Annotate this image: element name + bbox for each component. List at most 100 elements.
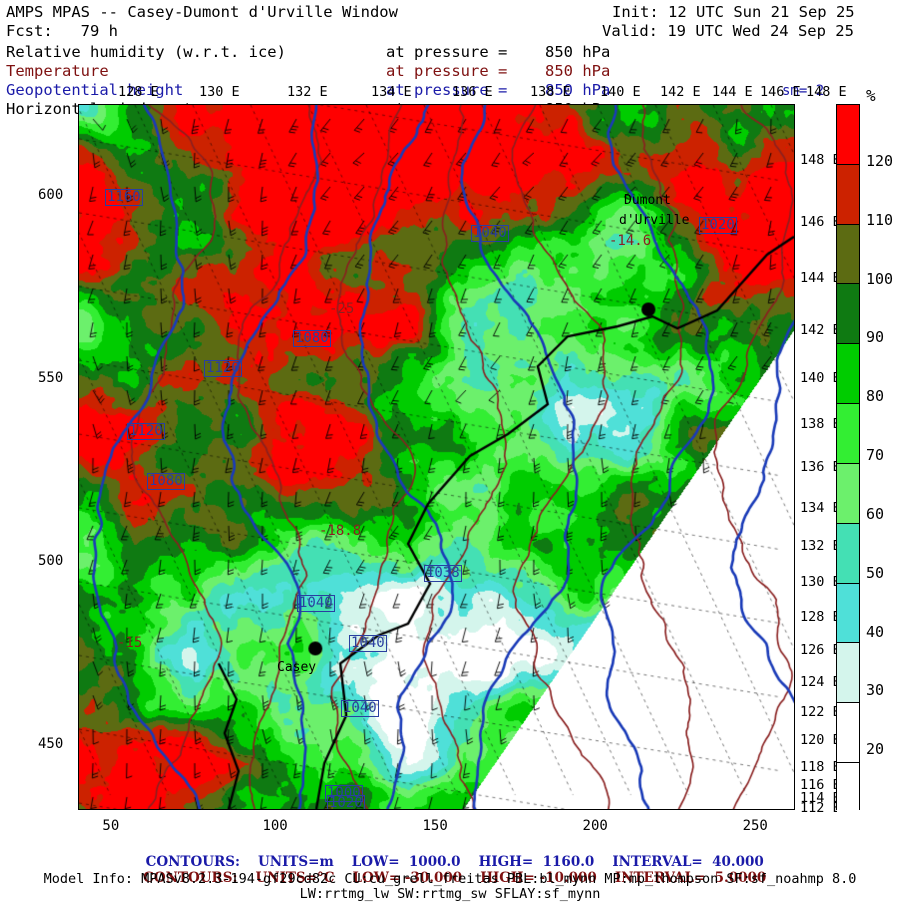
y-right-tick-label: 132 E: [800, 538, 841, 554]
colorbar-unit-label: %: [866, 86, 876, 105]
colorbar-segment: [837, 105, 859, 165]
height-contour-label: 1040: [297, 595, 335, 612]
colorbar-segment: [837, 404, 859, 464]
x-tick-label: 150: [422, 818, 448, 834]
colorbar-tick-label: 100: [866, 269, 894, 288]
colorbar[interactable]: [836, 104, 860, 822]
colorbar-tick-label: 60: [866, 504, 885, 523]
colorbar-tick-label: 120: [866, 151, 894, 170]
y-tick-label: 600: [38, 187, 64, 204]
y-right-tick-label: 138 E: [800, 416, 841, 432]
x-top-tick-label: 146 E: [760, 84, 801, 100]
field-label-rh: Relative humidity (w.r.t. ice): [6, 43, 286, 61]
y-tick-label: 450: [38, 736, 64, 753]
y-right-tick-label: 112 E: [800, 800, 841, 816]
height-contour-label: 1040: [471, 225, 509, 242]
page-title: AMPS MPAS -- Casey-Dumont d'Urville Wind…: [6, 3, 398, 21]
height-contour-label: 1160: [105, 189, 143, 206]
contours-low-height: LOW= 1000.0: [351, 854, 461, 870]
contours-high-height: HIGH= 1160.0: [478, 854, 595, 870]
x-top-tick-label: 130 E: [199, 84, 240, 100]
colorbar-tick-label: 110: [866, 210, 894, 229]
contours-interval-height: INTERVAL= 40.000: [612, 854, 764, 870]
contours-units-height: UNITS=m: [257, 854, 334, 870]
x-top-tick-label: 140 E: [600, 84, 641, 100]
contours-low-temp: LOW= -30.000: [352, 870, 463, 886]
height-contour-label: 1020: [327, 795, 365, 810]
y-right-tick-label: 120 E: [800, 732, 841, 748]
x-top-tick-label: 148 E: [806, 84, 847, 100]
height-contour-label: 1038: [424, 565, 462, 582]
contours-prefix-height: CONTOURS:: [145, 854, 240, 870]
temperature-contour-label: -25: [329, 301, 355, 317]
y-right-tick-label: 128 E: [800, 609, 841, 625]
colorbar-tick-label: 20: [866, 740, 885, 759]
station-label-dumont: Dumont: [624, 193, 671, 208]
field-at-temp: at pressure =: [386, 62, 508, 80]
height-contour-label: 1040: [341, 700, 379, 717]
colorbar-segment: [837, 284, 859, 345]
model-info-line1: Model Info: MPASv8.2.3-194-gf29cd82c CU:…: [43, 871, 857, 887]
contours-interval-temp: INTERVAL= 5.0000: [614, 870, 767, 886]
colorbar-segment: [837, 164, 859, 225]
y-right-tick-label: 148 E: [800, 152, 841, 168]
x-top-tick-label: 132 E: [287, 84, 328, 100]
weather-map-canvas: [79, 105, 794, 809]
y-right-tick-label: 118 E: [800, 759, 841, 775]
y-right-tick-label: 144 E: [800, 270, 841, 286]
map-plot-area[interactable]: 1160 1120 1120 1080 1080 1040 1040 1040 1040 1038…: [78, 104, 795, 810]
field-label-hgt: Geopotential height: [6, 81, 184, 99]
temperature-contour-label: -18.8: [319, 523, 362, 539]
x-top-tick-label: 142 E: [660, 84, 701, 100]
y-right-tick-label: 126 E: [800, 642, 841, 658]
x-top-tick-label: 138 E: [530, 84, 571, 100]
field-at-rh: at pressure =: [386, 43, 508, 61]
x-top-tick-label: 128 E: [118, 84, 159, 100]
temperature-contour-label: -14.6: [609, 233, 652, 249]
height-contour-label: 1120: [204, 360, 242, 377]
y-right-tick-label: 130 E: [800, 574, 841, 590]
height-contour-label: 1020: [699, 217, 737, 234]
contours-prefix-temp: CONTOURS:: [143, 870, 238, 886]
colorbar-tick-label: 80: [866, 387, 885, 406]
x-tick-label: 250: [742, 818, 768, 834]
y-right-tick-label: 134 E: [800, 500, 841, 516]
y-tick-label: 550: [38, 370, 64, 387]
height-contour-label: 1040: [349, 635, 387, 652]
field-level-rh: 850 hPa: [545, 43, 611, 61]
y-right-tick-label: 122 E: [800, 704, 841, 720]
colorbar-tick-label: 70: [866, 446, 885, 464]
colorbar-tick-label: 40: [866, 622, 885, 641]
colorbar-tick-label: 50: [866, 563, 885, 582]
x-top-tick-label: 136 E: [452, 84, 493, 100]
colorbar-segment: [837, 763, 859, 822]
colorbar-segment: [837, 224, 859, 285]
contour-info-height: CONTOURS: UNITS=m LOW= 1000.0 HIGH= 1160.0 I…: [0, 838, 900, 870]
colorbar-segment: [837, 523, 859, 584]
y-right-tick-label: 124 E: [800, 674, 841, 690]
contours-high-temp: HIGH= -10.000: [480, 870, 597, 886]
y-tick-label: 500: [38, 553, 64, 570]
field-level-hgt: 850 hPa: [545, 81, 611, 99]
temperature-contour-label: -15: [117, 635, 143, 651]
valid-time: Valid: 19 UTC Wed 24 Sep 25: [602, 22, 854, 40]
x-top-tick-label: 144 E: [712, 84, 753, 100]
field-level-temp: 850 hPa: [545, 62, 611, 80]
station-label-casey: Casey: [277, 660, 317, 675]
colorbar-segment: [837, 703, 859, 764]
field-at-hgt: at pressure =: [386, 81, 508, 99]
colorbar-segment: [837, 583, 859, 644]
y-right-tick-label: 140 E: [800, 370, 841, 386]
station-label-dumont2: d'Urville: [619, 213, 690, 228]
height-contour-label: 1120: [127, 423, 165, 440]
colorbar-tick-label: 30: [866, 681, 885, 700]
y-right-tick-label: 136 E: [800, 459, 841, 475]
smoothing-label: sm= 2: [782, 83, 825, 99]
x-top-tick-label: 134 E: [371, 84, 412, 100]
forecast-hour: Fcst: 79 h: [6, 22, 118, 40]
field-label-temp: Temperature: [6, 62, 109, 80]
x-tick-label: 50: [102, 818, 120, 834]
y-right-tick-label: 142 E: [800, 322, 841, 338]
colorbar-segment: [837, 344, 859, 405]
contours-units-temp: UNITS=°C: [255, 870, 335, 886]
